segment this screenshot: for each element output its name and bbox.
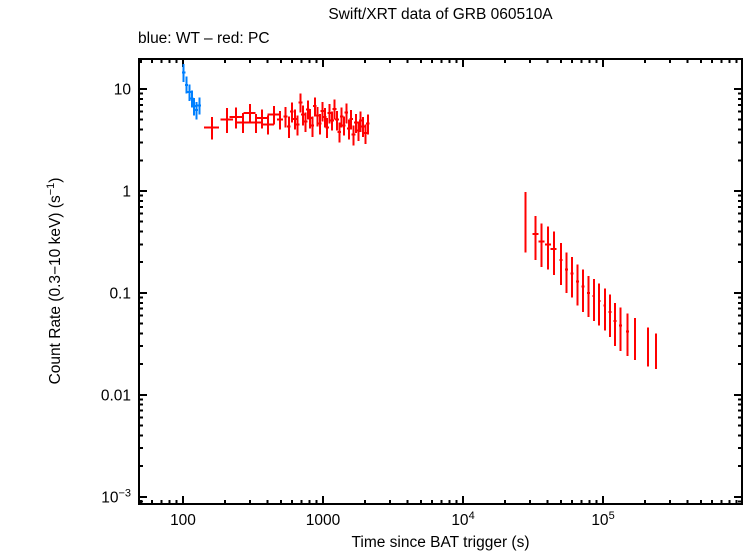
data-point [310, 116, 315, 137]
y-tick-label: 10−3 [101, 487, 131, 506]
data-point [608, 294, 612, 337]
data-point [315, 106, 319, 127]
data-point [524, 191, 527, 253]
x-tick-label: 100 [170, 512, 196, 529]
data-point [192, 97, 196, 116]
data-point [318, 113, 322, 135]
data-point [203, 117, 220, 140]
data-point [290, 102, 294, 123]
axis-ticks [139, 59, 742, 504]
data-point [332, 99, 337, 120]
data-point [184, 76, 189, 94]
data-point [220, 108, 233, 133]
data-point [197, 97, 202, 115]
x-tick-labels: 100 1000 104 105 [170, 510, 615, 529]
data-point [313, 97, 317, 117]
data-point [243, 104, 256, 124]
x-axis-label: Time since BAT trigger (s) [351, 534, 530, 551]
data-point [550, 231, 557, 275]
data-point [261, 115, 274, 135]
y-axis-label-text: Count Rate (0.3−10 keV) (s [47, 195, 65, 385]
data-point [249, 113, 262, 133]
data-point [576, 264, 580, 306]
data-point [532, 215, 539, 261]
data-point [592, 279, 596, 321]
data-point [335, 110, 339, 131]
data-point [634, 317, 637, 360]
y-tick-labels: 10 1 0.1 0.01 10−3 [101, 82, 132, 507]
data-point [647, 327, 650, 367]
data-point [342, 116, 346, 136]
data-point [306, 100, 310, 120]
data-point [276, 110, 283, 130]
plot-frame [138, 58, 743, 505]
data-point [354, 113, 358, 133]
y-tick-label: 0.1 [109, 285, 131, 302]
data-point [320, 101, 325, 122]
y-axis-label-close: ) [47, 177, 65, 183]
data-point [287, 116, 291, 139]
data-point [229, 107, 242, 129]
data-point [351, 125, 356, 146]
data-point [655, 333, 658, 369]
data-point [361, 117, 365, 137]
data-point [339, 107, 344, 128]
data-point [325, 118, 329, 139]
data-point [187, 84, 191, 102]
data-point [190, 90, 194, 108]
data-point [613, 302, 617, 347]
data-point [538, 223, 545, 267]
data-point [267, 106, 280, 125]
data-point [295, 115, 300, 136]
data-point [347, 119, 351, 140]
data-point [181, 64, 186, 83]
data-point [195, 101, 198, 120]
data-point [365, 114, 370, 135]
data-point [570, 257, 574, 298]
data-point [236, 113, 249, 133]
series-WT [181, 64, 202, 120]
y-axis-label: Count Rate (0.3−10 keV) (s−1) [45, 178, 65, 385]
data-point [283, 106, 288, 128]
data-point [626, 313, 630, 357]
x-tick-label: 104 [451, 510, 474, 529]
data-point [301, 105, 305, 126]
data-point [603, 288, 607, 331]
data-point [356, 121, 361, 141]
series-PC [203, 93, 658, 369]
x-tick-label: 1000 [306, 512, 341, 529]
data-point [344, 103, 349, 124]
data-point [597, 283, 601, 326]
y-tick-label: 0.01 [101, 387, 131, 404]
data-point [330, 111, 334, 131]
y-tick-label: 1 [122, 184, 131, 201]
data-point [298, 93, 303, 113]
chart-title: Swift/XRT data of GRB 060510A [328, 6, 553, 23]
data-point [255, 109, 268, 129]
data-point [587, 275, 591, 317]
data-point [545, 226, 551, 270]
chart-subtitle: blue: WT – red: PC [138, 30, 270, 47]
data-point [559, 242, 563, 285]
data-point [349, 110, 353, 130]
y-axis-label-superscript: −1 [44, 182, 57, 196]
x-tick-label: 105 [591, 510, 614, 529]
data-point [363, 124, 368, 144]
data-point [322, 108, 327, 128]
data-point [565, 252, 569, 293]
data-point [337, 122, 342, 143]
data-point [358, 111, 363, 132]
data-point [327, 104, 332, 124]
data-point [303, 112, 308, 132]
y-tick-label: 10 [114, 82, 132, 99]
data-point [581, 269, 585, 312]
data-point [618, 307, 622, 351]
data-point [293, 109, 297, 130]
